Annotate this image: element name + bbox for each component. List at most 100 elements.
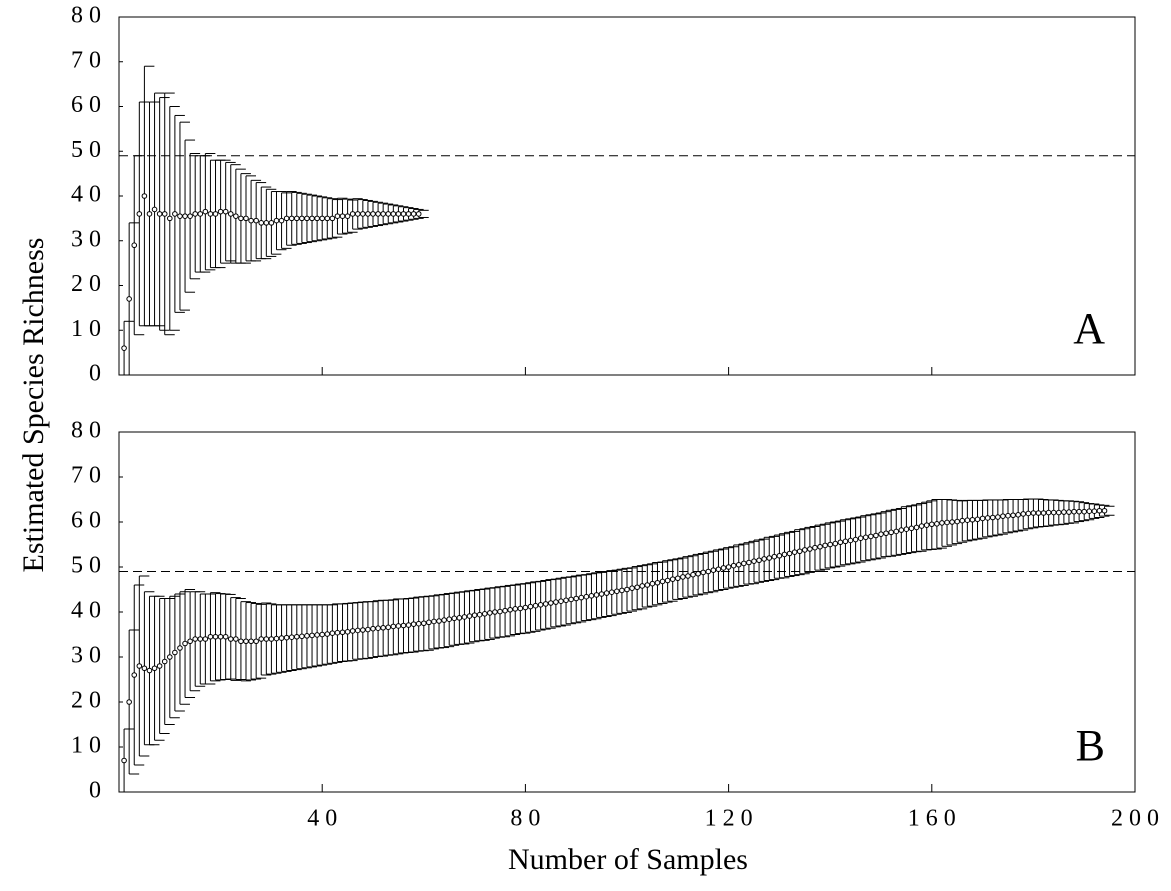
point: [451, 615, 458, 622]
point: [1020, 511, 1027, 517]
point: [1040, 510, 1047, 516]
y-axis-title: Estimated Species Richness: [17, 238, 50, 573]
point: [167, 215, 173, 222]
point: [233, 213, 239, 219]
y-tick-label: 60: [71, 92, 107, 118]
point: [802, 547, 808, 553]
point: [568, 596, 574, 603]
point: [527, 603, 534, 610]
point: [1025, 510, 1032, 517]
point: [187, 213, 193, 219]
plot-frame: [118, 431, 1136, 793]
point: [456, 615, 463, 621]
point: [360, 211, 366, 217]
point: [639, 583, 646, 589]
point: [182, 213, 188, 219]
y-tick-label: 70: [71, 47, 107, 73]
point: [400, 622, 407, 629]
point: [375, 211, 381, 217]
y-tick-label: 0: [89, 361, 107, 387]
point: [415, 211, 422, 217]
point: [542, 601, 549, 607]
point: [177, 645, 183, 651]
point: [685, 573, 691, 579]
point: [156, 663, 163, 669]
point: [410, 621, 417, 627]
point: [319, 215, 326, 222]
point: [497, 608, 503, 615]
point: [903, 526, 910, 533]
point: [735, 561, 742, 568]
point: [756, 557, 762, 564]
point: [309, 215, 315, 222]
point: [405, 622, 412, 628]
point: [522, 604, 529, 611]
point: [1066, 509, 1072, 515]
point: [172, 211, 178, 217]
point: [796, 548, 803, 555]
point: [288, 215, 295, 222]
point: [1030, 510, 1037, 516]
point: [766, 555, 773, 561]
y-tick-label: 30: [71, 226, 107, 252]
point: [873, 532, 879, 539]
point: [624, 586, 630, 593]
point: [172, 649, 178, 656]
plot-area: [119, 498, 1135, 792]
point: [410, 211, 417, 217]
point: [929, 521, 935, 528]
point: [471, 612, 478, 618]
x-tick-label: 160: [908, 806, 962, 832]
point: [725, 564, 732, 570]
point: [192, 211, 198, 217]
point: [690, 571, 696, 578]
point: [974, 516, 981, 523]
point: [751, 558, 757, 564]
point: [131, 672, 138, 678]
point: [349, 211, 356, 217]
point: [1035, 510, 1042, 516]
point: [187, 638, 193, 645]
point: [426, 619, 432, 626]
point: [1010, 512, 1016, 519]
point: [989, 514, 996, 521]
x-tick-label: 80: [510, 806, 546, 832]
point: [131, 242, 138, 249]
point: [146, 667, 153, 674]
point: [913, 524, 920, 531]
y-tick-label: 80: [71, 3, 107, 29]
point: [136, 211, 143, 217]
point: [238, 638, 244, 645]
point: [294, 215, 300, 222]
point: [1076, 508, 1082, 515]
point: [136, 663, 143, 669]
y-tick-label: 70: [71, 463, 107, 489]
point: [852, 536, 859, 543]
point: [395, 211, 402, 217]
point: [339, 629, 346, 636]
point: [212, 211, 219, 217]
point: [441, 617, 447, 623]
point: [776, 552, 783, 559]
point: [431, 618, 437, 625]
point: [868, 533, 874, 540]
point: [314, 215, 320, 222]
point: [1096, 507, 1103, 514]
point: [349, 628, 356, 634]
point: [654, 579, 661, 586]
point: [380, 624, 386, 631]
point: [395, 623, 402, 629]
point: [370, 211, 376, 217]
point: [360, 627, 366, 633]
x-tick-label: 200: [1111, 806, 1165, 832]
point: [741, 560, 747, 567]
x-axis-title: Number of Samples: [508, 843, 748, 876]
point: [619, 587, 625, 594]
point: [421, 620, 427, 627]
y-tick-label: 50: [71, 137, 107, 163]
point: [563, 597, 569, 604]
point: [771, 553, 778, 560]
point: [151, 206, 158, 213]
point: [415, 620, 422, 627]
point: [512, 606, 519, 612]
